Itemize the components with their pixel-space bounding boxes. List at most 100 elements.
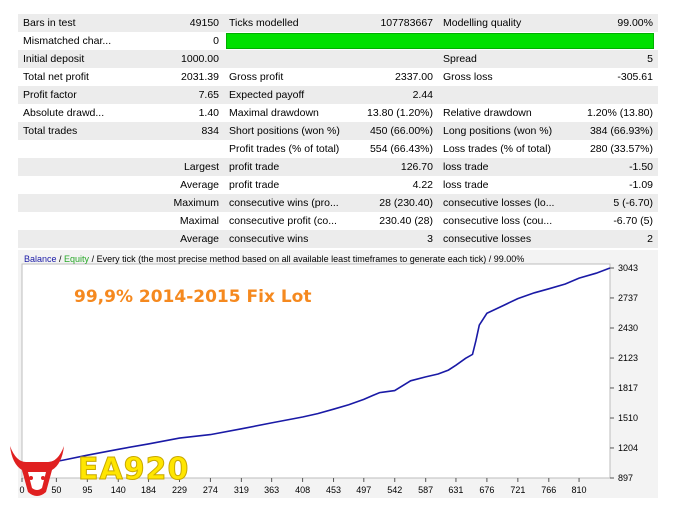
- x-tick-label: 810: [572, 485, 587, 495]
- report-label: Bars in test: [18, 14, 116, 32]
- report-value: -1.50: [556, 158, 658, 176]
- report-value: 107783667: [352, 14, 438, 32]
- report-value: 384 (66.93%): [556, 122, 658, 140]
- report-value: 5: [556, 50, 658, 68]
- report-value: -6.70 (5): [556, 212, 658, 230]
- report-value: 0: [116, 32, 224, 50]
- report-label: Modelling quality: [438, 14, 556, 32]
- y-tick-label: 2430: [618, 323, 638, 333]
- y-tick-label: 2737: [618, 293, 638, 303]
- report-row: Profit trades (% of total) 554 (66.43%) Lo…: [18, 140, 658, 158]
- balance-series-line: [21, 267, 611, 469]
- x-tick-label: 140: [111, 485, 126, 495]
- report-label: Total net profit: [18, 68, 116, 86]
- report-label: Long positions (won %): [438, 122, 556, 140]
- x-tick-label: 363: [264, 485, 279, 495]
- x-tick-label: 542: [387, 485, 402, 495]
- report-value: -1.09: [556, 176, 658, 194]
- x-tick-label: 453: [326, 485, 341, 495]
- legend-equity: Equity: [64, 254, 90, 264]
- report-label: [438, 86, 556, 104]
- report-label: Mismatched char...: [18, 32, 116, 50]
- report-value: 834: [116, 122, 224, 140]
- modelling-quality-bar-cell: [224, 32, 658, 50]
- report-value: 99.00%: [556, 14, 658, 32]
- report-row: Total net profit 2031.39 Gross profit 2337.…: [18, 68, 658, 86]
- report-value: 2.44: [352, 86, 438, 104]
- report-label: loss trade: [438, 176, 556, 194]
- report-table: Bars in test 49150 Ticks modelled 107783667…: [18, 14, 658, 248]
- report-label: [18, 140, 116, 158]
- report-label: [18, 230, 116, 248]
- x-tick-label: 497: [356, 485, 371, 495]
- report-label: consecutive losses: [438, 230, 556, 248]
- x-tick-label: 95: [82, 485, 92, 495]
- report-label: Profit trades (% of total): [224, 140, 352, 158]
- report-value: 28 (230.40): [352, 194, 438, 212]
- report-value: 280 (33.57%): [556, 140, 658, 158]
- x-tick-label: 50: [51, 485, 61, 495]
- report-label: Initial deposit: [18, 50, 116, 68]
- x-tick-label: 766: [541, 485, 556, 495]
- y-tick-label: 1510: [618, 413, 638, 423]
- legend-balance: Balance: [24, 254, 57, 264]
- report-row: Average profit trade 4.22 loss trade -1.09: [18, 176, 658, 194]
- report-row: Largest profit trade 126.70 loss trade -1.50: [18, 158, 658, 176]
- report-label: loss trade: [438, 158, 556, 176]
- report-value: 4.22: [352, 176, 438, 194]
- report-value: 2031.39: [116, 68, 224, 86]
- modelling-quality-bar: [226, 33, 654, 49]
- x-tick-label: 408: [295, 485, 310, 495]
- report-label: consecutive profit (co...: [224, 212, 352, 230]
- report-label: Short positions (won %): [224, 122, 352, 140]
- y-tick-label: 1817: [618, 383, 638, 393]
- report-label: Expected payoff: [224, 86, 352, 104]
- report-label: consecutive wins (pro...: [224, 194, 352, 212]
- report-label: consecutive wins: [224, 230, 352, 248]
- x-tick-label: 631: [448, 485, 463, 495]
- report-label: Gross profit: [224, 68, 352, 86]
- bull-logo-icon: [10, 446, 64, 496]
- x-tick-label: 676: [479, 485, 494, 495]
- legend-description: / Every tick (the most precise method ba…: [89, 254, 525, 264]
- report-value: Largest: [116, 158, 224, 176]
- report-value: 230.40 (28): [352, 212, 438, 230]
- report-label: [18, 212, 116, 230]
- report-value: 49150: [116, 14, 224, 32]
- report-value: 7.65: [116, 86, 224, 104]
- y-tick-label: 897: [618, 473, 633, 483]
- report-row: Absolute drawd... 1.40 Maximal drawdown 13.…: [18, 104, 658, 122]
- report-value: 554 (66.43%): [352, 140, 438, 158]
- x-tick-label: 0: [19, 485, 24, 495]
- report-value: 1.20% (13.80): [556, 104, 658, 122]
- report-label: Absolute drawd...: [18, 104, 116, 122]
- chart-legend: Balance / Equity / Every tick (the most …: [24, 254, 524, 264]
- y-tick-label: 3043: [618, 263, 638, 273]
- x-tick-label: 587: [418, 485, 433, 495]
- report-row: Maximal consecutive profit (co... 230.40 (…: [18, 212, 658, 230]
- report-row: Profit factor 7.65 Expected payoff 2.44: [18, 86, 658, 104]
- report-label: Spread: [438, 50, 556, 68]
- report-value: 1.40: [116, 104, 224, 122]
- report-label: profit trade: [224, 176, 352, 194]
- report-label: Relative drawdown: [438, 104, 556, 122]
- report-value: 5 (-6.70): [556, 194, 658, 212]
- balance-chart: 3043 2737 2430 2123 1817 1510 1204 897 0 50 95 140 1…: [18, 250, 658, 498]
- report-value: Average: [116, 230, 224, 248]
- report-value: Maximal: [116, 212, 224, 230]
- report-label: [18, 194, 116, 212]
- report-value: Maximum: [116, 194, 224, 212]
- report-label: consecutive loss (cou...: [438, 212, 556, 230]
- report-label: Maximal drawdown: [224, 104, 352, 122]
- x-tick-label: 721: [510, 485, 525, 495]
- report-label: [18, 158, 116, 176]
- legend-sep: /: [56, 254, 65, 264]
- plot-area: [21, 263, 611, 479]
- brand-name: EA920: [77, 452, 190, 488]
- y-tick-label: 2123: [618, 353, 638, 363]
- report-row: Bars in test 49150 Ticks modelled 107783667…: [18, 14, 658, 32]
- x-tick-label: 319: [234, 485, 249, 495]
- report-value: 13.80 (1.20%): [352, 104, 438, 122]
- report-row: Average consecutive wins 3 consecutive loss…: [18, 230, 658, 248]
- report-label: profit trade: [224, 158, 352, 176]
